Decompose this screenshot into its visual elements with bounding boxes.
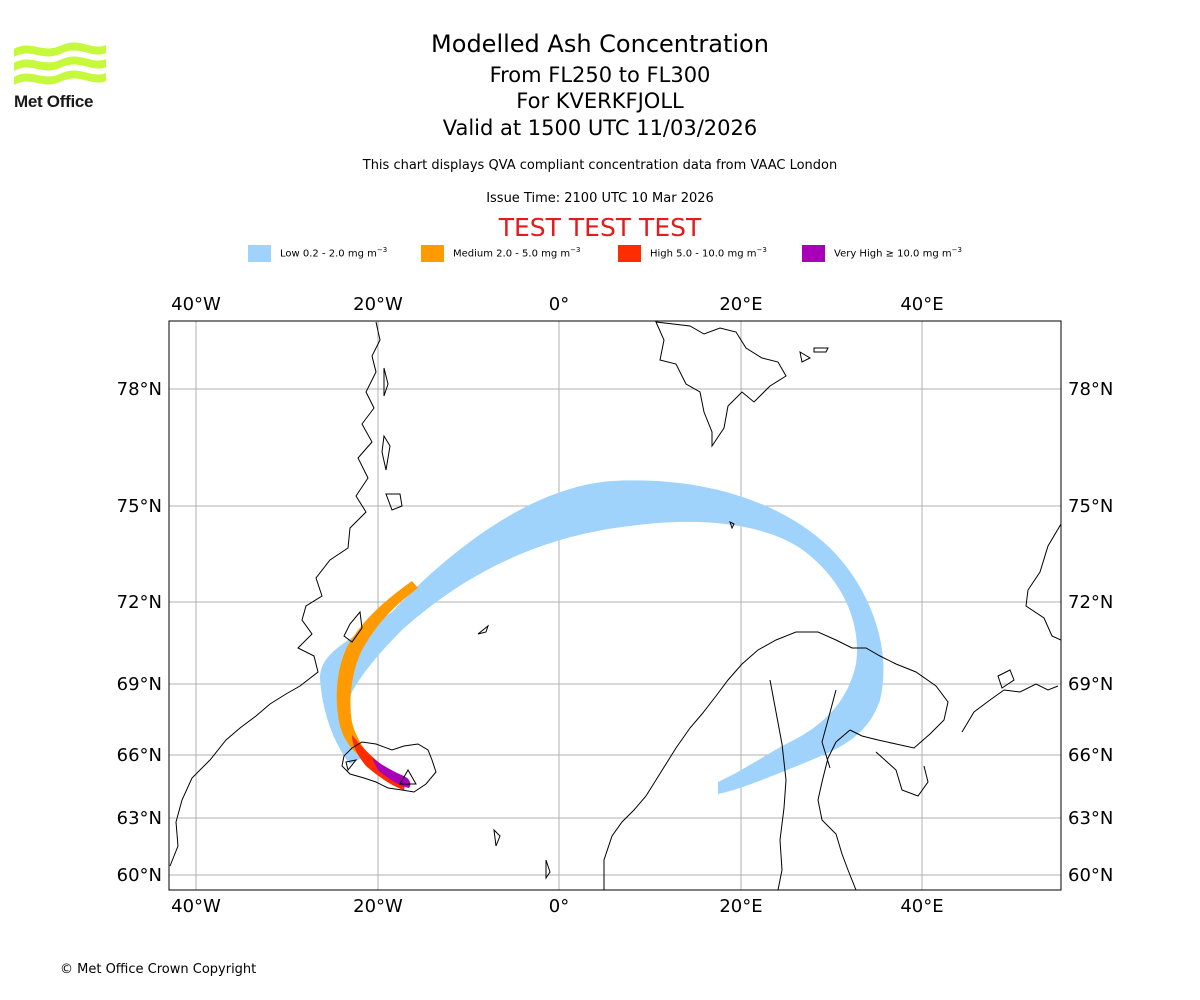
legend-label-very-high: Very High ≥ 10.0 mg m: [834, 248, 952, 260]
volcano-name: For KVERKFJOLL: [516, 89, 684, 113]
ash-low-band: [320, 480, 884, 794]
legend-swatch-very-high: [802, 244, 825, 262]
shetland-islands: [545, 859, 551, 880]
lat-label: 69°N: [117, 674, 162, 695]
novaya-zemlya: [1025, 523, 1061, 641]
legend-item-high: High 5.0 - 10.0 mg m−3: [618, 243, 767, 263]
svalbard-islet-1: [799, 350, 812, 363]
map-frame: [168, 320, 1062, 891]
lon-label: 20°E: [719, 294, 762, 315]
ash-medium-band: [336, 581, 418, 772]
issue-time: Issue Time: 2100 UTC 10 Mar 2026: [486, 191, 714, 206]
graticule: [169, 321, 1061, 890]
flight-level-range: From FL250 to FL300: [489, 63, 711, 87]
lat-label: 60°N: [117, 865, 162, 886]
lat-label: 75°N: [117, 496, 162, 517]
faroe-islands: [493, 828, 501, 847]
lon-label: 20°W: [353, 896, 403, 917]
lat-label: 63°N: [117, 808, 162, 829]
legend-swatch-low: [248, 244, 271, 262]
legend-swatch-medium: [421, 244, 444, 262]
lon-label: 40°W: [171, 896, 221, 917]
greenland-peninsula: [343, 610, 363, 643]
legend: Low 0.2 - 2.0 mg m−3 Medium 2.0 - 5.0 mg…: [0, 243, 1200, 265]
lon-label: 40°E: [900, 896, 943, 917]
greenland-fjord: [381, 434, 391, 471]
legend-label-medium: Medium 2.0 - 5.0 mg m: [453, 248, 571, 260]
lon-label: 40°E: [900, 294, 943, 315]
subtitle: This chart displays QVA compliant concen…: [362, 158, 838, 173]
gulf-of-bothnia: [817, 729, 857, 890]
greenland-coast: [169, 321, 381, 867]
logo-text: Met Office: [14, 92, 94, 111]
legend-item-medium: Medium 2.0 - 5.0 mg m−3: [421, 243, 580, 263]
lon-labels-top: 40°W 20°W 0° 20°E 40°E: [171, 294, 943, 315]
lon-label: 20°W: [353, 294, 403, 315]
lat-label: 63°N: [1068, 808, 1113, 829]
svalbard-islet-2: [813, 347, 829, 353]
valid-time: Valid at 1500 UTC 11/03/2026: [442, 116, 758, 140]
scandinavia-coast: [603, 631, 949, 890]
jan-mayen: [477, 624, 490, 635]
lat-label: 72°N: [1068, 592, 1113, 613]
lon-labels-bottom: 40°W 20°W 0° 20°E 40°E: [171, 896, 943, 917]
met-office-logo: [14, 42, 106, 85]
lon-label: 0°: [549, 294, 569, 315]
greenland-headland: [385, 493, 403, 511]
legend-exp-medium: −3: [570, 246, 581, 255]
lat-label: 78°N: [117, 379, 162, 400]
legend-swatch-high: [618, 244, 641, 262]
greenland-islet: [383, 367, 389, 397]
lat-labels-left: 78°N 75°N 72°N 69°N 66°N 63°N 60°N: [117, 379, 162, 886]
legend-item-very-high: Very High ≥ 10.0 mg m−3: [802, 243, 962, 263]
white-sea: [875, 751, 929, 797]
iceland-fjords: [345, 759, 358, 772]
legend-item-low: Low 0.2 - 2.0 mg m−3: [248, 243, 387, 263]
lat-label: 78°N: [1068, 379, 1113, 400]
test-banner: TEST TEST TEST: [498, 213, 702, 242]
legend-exp-very-high: −3: [951, 246, 962, 255]
lat-label: 60°N: [1068, 865, 1113, 886]
iceland-coast: [341, 741, 437, 793]
lon-label: 20°E: [719, 896, 762, 917]
bear-island: [729, 521, 735, 530]
lat-label: 75°N: [1068, 496, 1113, 517]
russia-coast: [961, 683, 1059, 733]
coastlines: [169, 321, 1061, 890]
legend-exp-high: −3: [756, 246, 767, 255]
lat-label: 72°N: [117, 592, 162, 613]
legend-exp-low: −3: [376, 246, 388, 255]
lat-labels-right: 78°N 75°N 72°N 69°N 66°N 63°N 60°N: [1068, 379, 1113, 886]
chart-title: Modelled Ash Concentration: [431, 30, 769, 58]
lat-label: 66°N: [117, 745, 162, 766]
lat-label: 69°N: [1068, 674, 1113, 695]
svalbard-coast: [655, 321, 787, 448]
legend-label-high: High 5.0 - 10.0 mg m: [650, 248, 757, 260]
lon-label: 0°: [549, 896, 569, 917]
lat-label: 66°N: [1068, 745, 1113, 766]
finland-border: [821, 689, 837, 769]
volcano-marker: [399, 768, 417, 785]
legend-label-low: Low 0.2 - 2.0 mg m: [280, 248, 377, 260]
ash-very-high-band: [372, 758, 411, 788]
copyright-notice: © Met Office Crown Copyright: [60, 962, 257, 977]
kolguev-island: [997, 669, 1015, 689]
lon-label: 40°W: [171, 294, 221, 315]
norway-sweden-border: [769, 679, 787, 890]
